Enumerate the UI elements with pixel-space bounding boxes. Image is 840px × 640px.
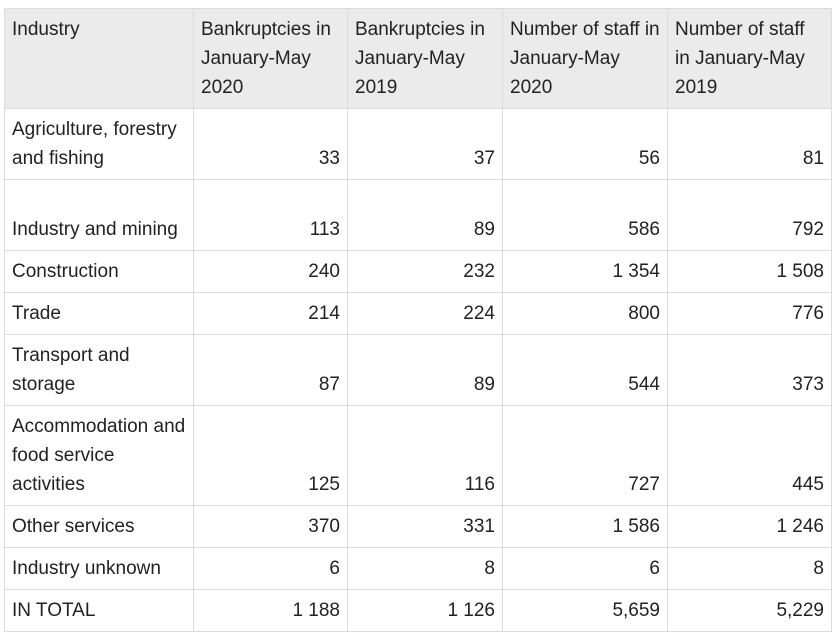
cell-value: 89 [347,334,503,406]
cell-value: 116 [347,405,503,506]
header-row: Industry Bankruptcies in January-May 2020… [4,8,832,109]
cell-value: 6 [502,547,668,590]
table-container: Industry Bankruptcies in January-May 2020… [4,8,832,632]
cell-value: 8 [347,547,503,590]
cell-value: 373 [667,334,832,406]
cell-value: 331 [347,505,503,548]
cell-value: 1 354 [502,250,668,293]
cell-value: 1 126 [347,589,503,632]
cell-value: 544 [502,334,668,406]
cell-value: 586 [502,179,668,251]
table-row: Industry and mining 113 89 586 792 [4,179,832,251]
cell-value: 232 [347,250,503,293]
row-label: Accommodation and food service activitie… [4,405,194,506]
cell-value: 727 [502,405,668,506]
cell-value: 214 [193,292,348,335]
cell-value: 1 508 [667,250,832,293]
row-label: Industry unknown [4,547,194,590]
cell-value: 37 [347,108,503,180]
row-label: Trade [4,292,194,335]
table-row: IN TOTAL 1 188 1 126 5,659 5,229 [4,589,832,632]
cell-value: 6 [193,547,348,590]
table-row: Agriculture, forestry and fishing 33 37 56 8… [4,108,832,180]
row-label: IN TOTAL [4,589,194,632]
table-row: Construction 240 232 1 354 1 508 [4,250,832,293]
cell-value: 792 [667,179,832,251]
header-cell: Industry [4,8,194,109]
cell-value: 370 [193,505,348,548]
cell-value: 33 [193,108,348,180]
cell-value: 1 586 [502,505,668,548]
row-label: Construction [4,250,194,293]
cell-value: 240 [193,250,348,293]
header-cell: Number of staff in January-May 2019 [667,8,832,109]
header-cell: Number of staff in January-May 2020 [502,8,668,109]
cell-value: 5,659 [502,589,668,632]
cell-value: 89 [347,179,503,251]
cell-value: 125 [193,405,348,506]
row-label: Transport and storage [4,334,194,406]
cell-value: 445 [667,405,832,506]
cell-value: 56 [502,108,668,180]
cell-value: 81 [667,108,832,180]
cell-value: 113 [193,179,348,251]
header-cell: Bankruptcies in January-May 2020 [193,8,348,109]
header-cell: Bankruptcies in January-May 2019 [347,8,503,109]
data-table: Industry Bankruptcies in January-May 2020… [4,8,832,632]
row-label: Agriculture, forestry and fishing [4,108,194,180]
cell-value: 776 [667,292,832,335]
cell-value: 800 [502,292,668,335]
table-row: Transport and storage 87 89 544 373 [4,334,832,406]
row-label: Other services [4,505,194,548]
table-row: Other services 370 331 1 586 1 246 [4,505,832,548]
cell-value: 1 246 [667,505,832,548]
cell-value: 8 [667,547,832,590]
table-row: Industry unknown 6 8 6 8 [4,547,832,590]
row-label: Industry and mining [4,179,194,251]
cell-value: 87 [193,334,348,406]
table-row: Trade 214 224 800 776 [4,292,832,335]
cell-value: 5,229 [667,589,832,632]
table-row: Accommodation and food service activitie… [4,405,832,506]
cell-value: 224 [347,292,503,335]
cell-value: 1 188 [193,589,348,632]
